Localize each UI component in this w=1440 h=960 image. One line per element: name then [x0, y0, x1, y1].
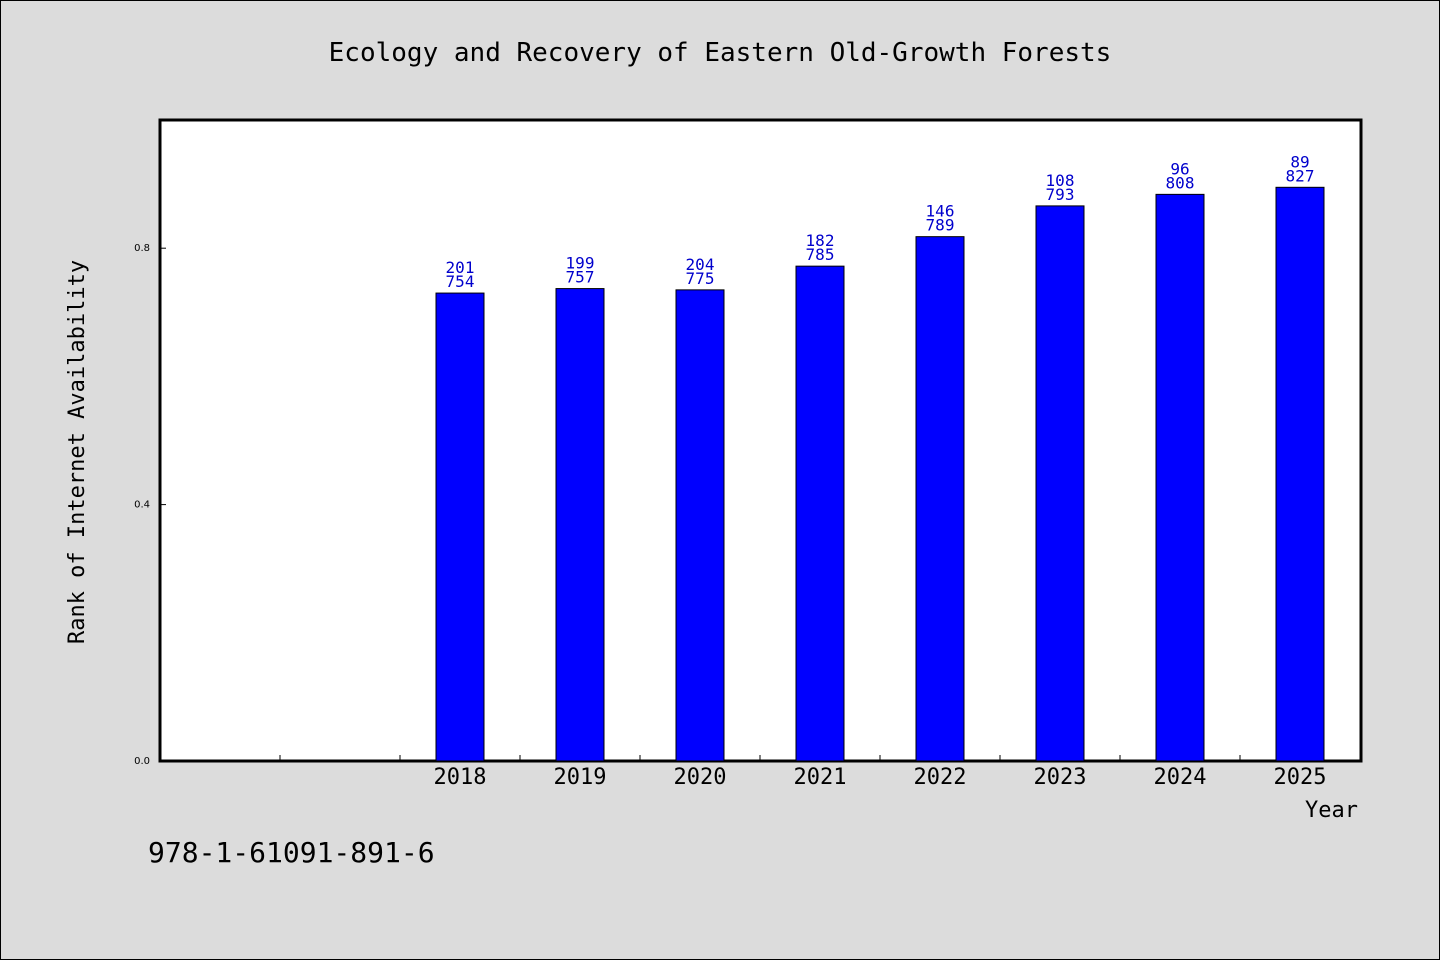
bar-label-top-2025: 89 [1290, 152, 1309, 171]
bar-2025 [1275, 186, 1325, 762]
y-tick-label: 0.0 [134, 756, 150, 767]
x-tick-label-2024: 2024 [1154, 765, 1207, 790]
bar-label-top-2023: 108 [1046, 171, 1075, 190]
bar-label-top-2020: 204 [686, 255, 715, 274]
bar-label-top-2022: 146 [926, 202, 955, 221]
x-tick-label-2021: 2021 [794, 765, 847, 790]
bar-2022 [915, 236, 965, 762]
bar-label-bottom-2022: 789 [926, 216, 955, 235]
bar-2023 [1035, 205, 1085, 762]
bar-2018 [435, 292, 485, 762]
bar-label-bottom-2021: 785 [806, 245, 835, 264]
y-axis-label: Rank of Internet Availability [65, 260, 90, 644]
x-axis-ticks: 2018 2019 2020 2021 2022 2023 2024 2025 [279, 755, 1327, 790]
x-tick-label-2020: 2020 [674, 765, 727, 790]
bar-2024 [1155, 193, 1205, 762]
x-tick-label-2018: 2018 [434, 765, 487, 790]
y-axis-ticks: 0.0 0.4 0.8 [134, 243, 166, 767]
bar-2021 [795, 265, 845, 762]
bar-label-top-2019: 199 [566, 254, 595, 273]
isbn-footer: 978-1-61091-891-6 [148, 836, 435, 869]
y-tick-label: 0.4 [134, 500, 150, 511]
bar-2019 [555, 288, 605, 762]
bar-label-top-2018: 201 [446, 258, 475, 277]
x-tick-label-2025: 2025 [1274, 765, 1327, 790]
bar-label-bottom-2020: 775 [686, 269, 715, 288]
x-tick-label-2023: 2023 [1034, 765, 1087, 790]
bar-label-bottom-2019: 757 [566, 268, 595, 287]
bar-label-bottom-2018: 754 [446, 272, 475, 291]
bars-group [435, 186, 1325, 762]
y-tick-label: 0.8 [134, 243, 150, 254]
x-tick-label-2019: 2019 [554, 765, 607, 790]
bar-label-bottom-2023: 793 [1046, 185, 1075, 204]
bar-label-top-2024: 96 [1170, 159, 1189, 178]
bar-label-bottom-2025: 827 [1286, 166, 1315, 185]
chart-title: Ecology and Recovery of Eastern Old-Grow… [329, 38, 1112, 68]
x-axis-label: Year [1305, 798, 1358, 823]
bar-label-bottom-2024: 808 [1166, 173, 1195, 192]
bar-label-top-2021: 182 [806, 231, 835, 250]
x-tick-label-2022: 2022 [914, 765, 967, 790]
bar-2020 [675, 289, 725, 762]
